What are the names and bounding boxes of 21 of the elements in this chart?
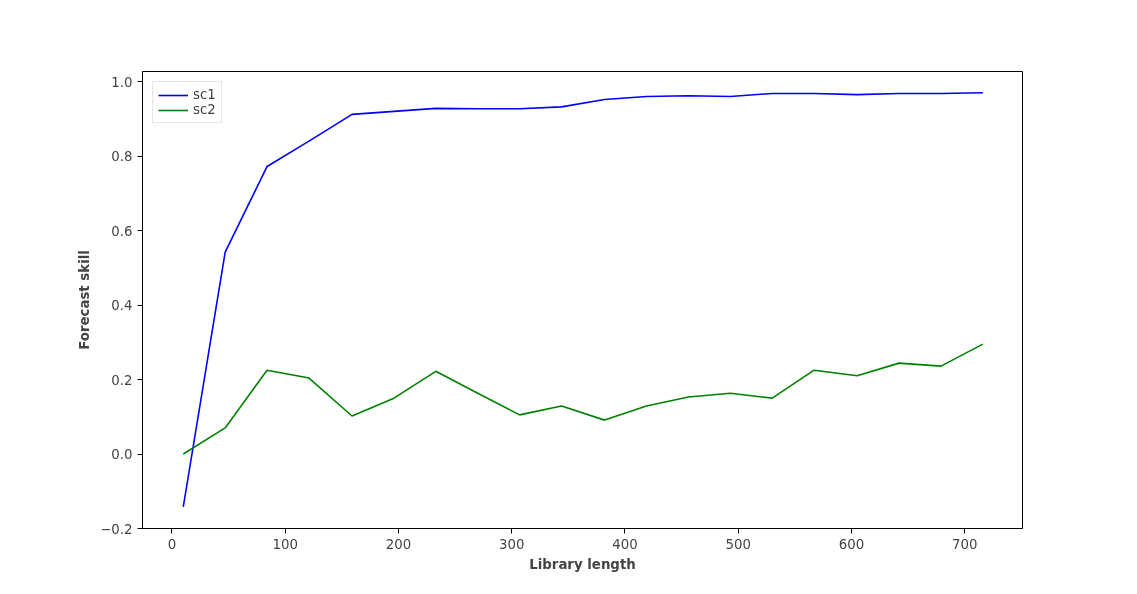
line-series [182,343,984,455]
y-tick-label: 0.8 [111,149,133,165]
x-tick-label: 700 [952,536,978,552]
y-tick-label: 0.2 [111,372,133,388]
x-tick-label: 300 [499,536,525,552]
x-tick-label: 600 [838,536,865,552]
x-tick-label: 100 [272,536,298,552]
x-tick-label: 200 [385,536,412,552]
line-series [182,91,984,508]
y-tick-label: −0.2 [100,521,133,537]
y-tick-label: 1.0 [111,74,133,90]
legend-label: sc1 [193,87,216,102]
y-tick-label: 0.6 [111,223,133,239]
x-tick-label: 500 [725,536,751,552]
y-axis-title: Forecast skill [77,250,93,350]
x-tick-label: 400 [612,536,638,552]
y-tick-label: 0.4 [111,298,133,314]
x-tick-label: 0 [167,536,177,552]
y-tick-label: 0.0 [111,447,133,463]
x-axis-title: Library length [529,556,636,572]
legend-label: sc2 [193,102,216,117]
